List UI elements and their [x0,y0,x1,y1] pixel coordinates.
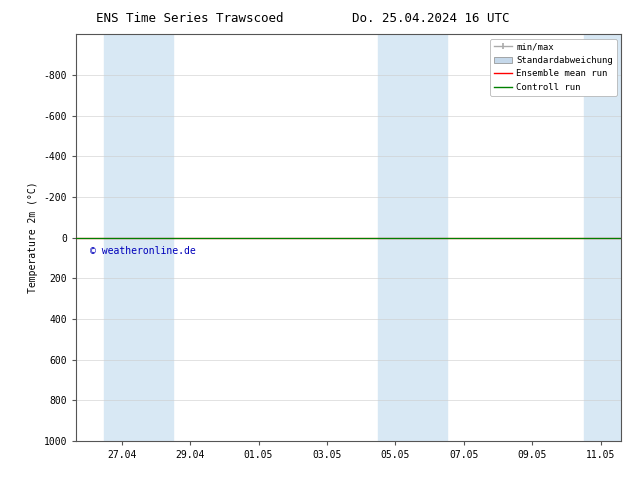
Bar [378,34,447,441]
Text: ENS Time Series Trawscoed: ENS Time Series Trawscoed [96,12,284,25]
Legend: min/max, Standardabweichung, Ensemble mean run, Controll run: min/max, Standardabweichung, Ensemble me… [490,39,617,96]
Text: © weatheronline.de: © weatheronline.de [90,246,195,256]
Text: Do. 25.04.2024 16 UTC: Do. 25.04.2024 16 UTC [353,12,510,25]
Y-axis label: Temperature 2m (°C): Temperature 2m (°C) [28,182,38,294]
Bar [584,34,628,441]
Bar [105,34,173,441]
